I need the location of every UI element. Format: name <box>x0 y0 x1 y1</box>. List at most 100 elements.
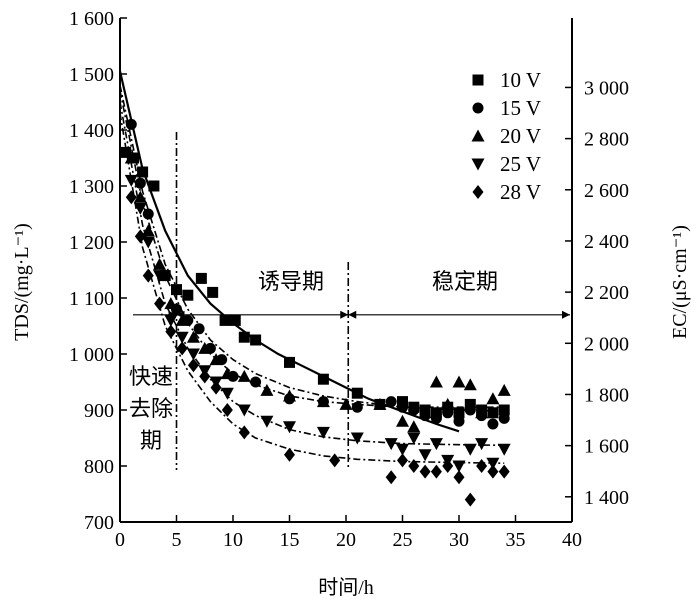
right-y-tick-label: 2 000 <box>584 333 629 355</box>
data-point-28v <box>430 464 442 479</box>
phase-label-induction: 诱导期 <box>258 270 324 295</box>
data-point-28v <box>154 296 166 311</box>
data-point-20v <box>418 406 432 419</box>
data-point-10v <box>148 180 160 192</box>
data-point-28v <box>187 358 199 373</box>
left-y-tick-label: 800 <box>84 456 114 478</box>
data-point-25v <box>186 348 200 361</box>
data-point-25v <box>141 236 155 249</box>
data-point-10v <box>498 404 510 416</box>
phase-arrow-head <box>348 310 357 319</box>
legend-label-28v: 28 V <box>500 180 541 204</box>
data-point-20v <box>373 397 387 410</box>
data-point-28v <box>329 453 341 468</box>
data-point-10v <box>430 407 442 419</box>
data-point-25v <box>396 443 409 456</box>
right-y-axis-title: EC/(μS·cm⁻¹) <box>669 225 691 339</box>
legend-marker-25v <box>471 158 485 171</box>
data-point-28v <box>142 268 154 283</box>
data-point-10v <box>284 356 295 368</box>
data-point-28v <box>134 229 146 244</box>
data-point-20v <box>124 151 138 164</box>
phase-annotations <box>133 132 570 470</box>
data-point-20v <box>220 367 234 380</box>
right-y-tick-label: 1 800 <box>584 384 629 406</box>
data-point-10v <box>351 387 363 399</box>
data-point-25v <box>350 432 364 445</box>
data-point-10v <box>397 396 408 408</box>
data-point-15v <box>442 407 454 419</box>
phase-arrow-head <box>562 310 570 319</box>
data-point-15v <box>351 401 363 413</box>
data-point-28v <box>453 470 465 485</box>
data-point-15v <box>385 396 397 408</box>
data-point-10v <box>182 289 194 301</box>
data-point-20v <box>339 397 353 410</box>
phase-label-stable: 稳定期 <box>432 270 498 295</box>
right-y-tick-label: 2 800 <box>584 129 629 151</box>
right-y-tick-label: 3 000 <box>584 77 629 99</box>
fit-curve-15v <box>119 85 505 412</box>
data-point-20v <box>237 369 251 382</box>
data-point-10v <box>229 314 241 326</box>
left-y-tick-label: 900 <box>84 400 114 422</box>
left-y-tick-label: 1 100 <box>69 288 114 310</box>
x-axis-title: 时间/h <box>318 576 374 599</box>
data-point-25v <box>124 174 138 187</box>
left-y-tick-label: 700 <box>84 512 114 534</box>
data-point-10v <box>317 373 329 385</box>
data-point-28v <box>125 190 137 205</box>
data-point-10v <box>195 272 207 284</box>
data-point-25v <box>283 421 296 434</box>
x-tick-label: 40 <box>562 529 582 551</box>
x-tick-label: 20 <box>336 529 356 551</box>
fit-curve-25v <box>119 101 505 447</box>
data-point-20v <box>164 297 178 310</box>
data-point-25v <box>463 443 477 456</box>
phase-arrow-head <box>340 310 349 319</box>
legend-marker-10v <box>472 74 484 86</box>
data-point-25v <box>316 426 330 439</box>
fit-curve-20v <box>119 90 505 409</box>
data-point-20v <box>175 313 189 326</box>
data-point-20v <box>396 414 409 427</box>
data-point-20v <box>407 420 421 433</box>
data-point-28v <box>221 403 233 417</box>
legend: 10 V 15 V 20 V 25 V 28 V <box>471 68 541 204</box>
x-tick-label: 35 <box>506 529 526 551</box>
data-point-25v <box>475 438 489 451</box>
data-point-15v <box>408 404 420 416</box>
data-point-20v <box>141 224 155 237</box>
data-point-20v <box>198 341 212 354</box>
x-tick-label: 5 <box>172 529 182 551</box>
data-point-25v <box>486 457 500 470</box>
x-tick-label: 0 <box>115 529 125 551</box>
right-y-tick-label: 2 200 <box>584 282 629 304</box>
data-point-15v <box>142 208 154 220</box>
data-point-15v <box>464 404 476 416</box>
data-point-25v <box>133 202 147 215</box>
data-point-15v <box>453 415 465 427</box>
data-point-28v <box>397 453 408 468</box>
data-point-10v <box>137 166 149 178</box>
data-point-15v <box>193 323 205 335</box>
x-tick-label: 15 <box>280 529 300 551</box>
data-point-15v <box>430 412 442 424</box>
data-point-28v <box>498 464 510 479</box>
data-point-10v <box>120 146 132 158</box>
legend-marker-20v <box>471 129 485 142</box>
x-tick-label: 30 <box>449 529 469 551</box>
data-point-25v <box>418 449 432 462</box>
data-point-20v <box>316 395 330 408</box>
left-y-tick-label: 1 400 <box>69 120 114 142</box>
data-point-25v <box>260 415 274 428</box>
data-point-20v <box>209 353 223 366</box>
data-point-10v <box>207 286 219 298</box>
phase-label-rapid-line-2: 去除 <box>129 397 173 422</box>
left-y-axis-title: TDS/(mg·L⁻¹) <box>11 223 33 341</box>
data-point-25v <box>153 270 167 283</box>
data-point-25v <box>220 387 234 400</box>
data-point-15v <box>125 118 137 130</box>
data-point-20v <box>283 389 296 402</box>
